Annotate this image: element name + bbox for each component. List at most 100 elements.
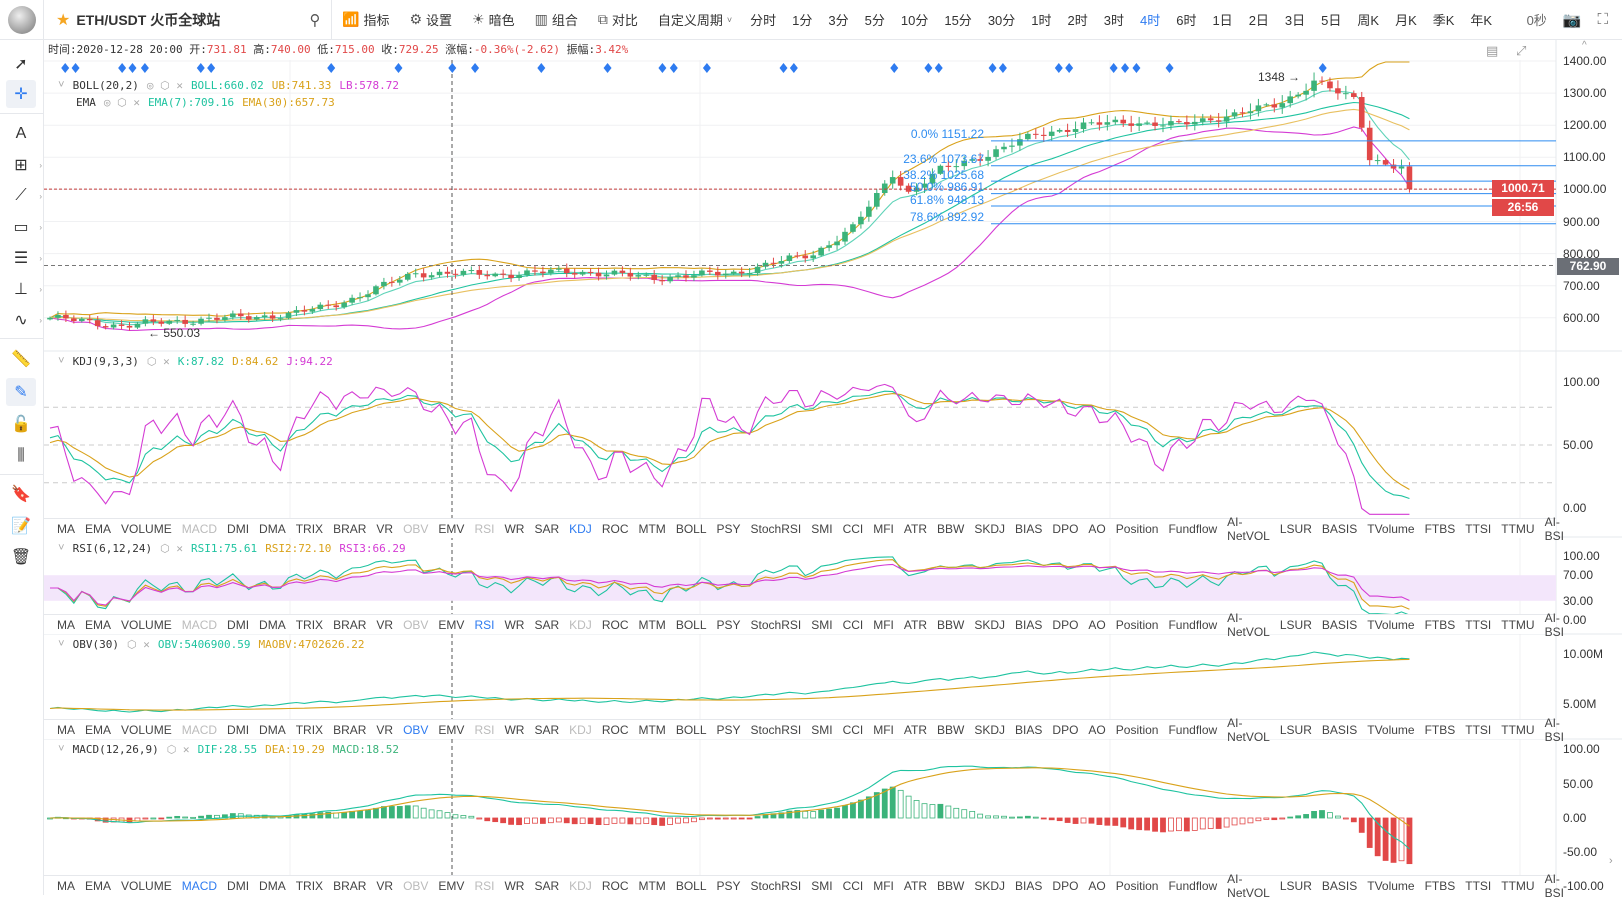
indicator-tab-vr[interactable]: VR <box>376 617 394 632</box>
indicator-tab-tvolume[interactable]: TVolume <box>1367 878 1415 893</box>
indicator-tab-psy[interactable]: PSY <box>716 617 741 632</box>
indicator-tab-kdj[interactable]: KDJ <box>569 617 592 632</box>
indicator-tab-psy[interactable]: PSY <box>716 722 741 737</box>
scroll-up-icon[interactable]: ^ <box>1582 40 1587 51</box>
indicator-tab-macd[interactable]: MACD <box>181 878 218 893</box>
indicator-tab-cci[interactable]: CCI <box>842 521 864 536</box>
lock-icon[interactable]: 🔓 <box>11 416 31 433</box>
indicator-tab-dma[interactable]: DMA <box>259 617 286 632</box>
indicator-tab-fundflow[interactable]: Fundflow <box>1168 521 1218 536</box>
indicator-tab-obv[interactable]: OBV <box>403 722 429 737</box>
pen-icon[interactable]: ✎ <box>6 378 36 406</box>
period-7[interactable]: 1时 <box>1031 13 1052 28</box>
indicator-tab-ftbs[interactable]: FTBS <box>1424 878 1456 893</box>
period-13[interactable]: 2日 <box>1248 13 1269 28</box>
period-2[interactable]: 3分 <box>828 13 849 28</box>
dark-mode-button[interactable]: ☀ 暗色 <box>462 0 525 40</box>
indicator-tab-ttmu[interactable]: TTMU <box>1501 617 1535 632</box>
indicator-tab-smi[interactable]: SMI <box>811 521 833 536</box>
candles-visibility-icon[interactable]: ⫼ <box>17 447 25 464</box>
indicator-tab-cci[interactable]: CCI <box>842 878 864 893</box>
indicator-tab-ma[interactable]: MA <box>57 722 75 737</box>
period-17[interactable]: 月K <box>1395 13 1417 28</box>
ema-legend[interactable]: EMA ◎ ⬡ ✕ EMA(7):709.16 EMA(30):657.73 <box>76 96 335 109</box>
period-0[interactable]: 分时 <box>750 13 777 28</box>
search-icon[interactable]: ⚲ <box>309 11 321 29</box>
indicator-tab-sar[interactable]: SAR <box>534 521 560 536</box>
indicator-tab-atr[interactable]: ATR <box>903 521 928 536</box>
indicator-tab-ftbs[interactable]: FTBS <box>1424 722 1456 737</box>
custom-period-dropdown[interactable]: 自定义周期 ˅ <box>648 0 742 40</box>
macd-legend[interactable]: ˅ MACD(12,26,9) ⬡ ✕ DIF:28.55 DEA:19.29 MACD:… <box>58 742 400 756</box>
indicator-tab-skdj[interactable]: SKDJ <box>974 878 1006 893</box>
layout-button[interactable]: ▥ 组合 <box>525 0 588 40</box>
settings-icon[interactable]: ⬡ ✕ <box>166 742 190 756</box>
indicator-tab-basis[interactable]: BASIS <box>1321 878 1358 893</box>
cursor-arrow-icon[interactable]: ➚ <box>14 56 28 73</box>
indicator-tab-psy[interactable]: PSY <box>716 521 741 536</box>
notes-icon[interactable]: 📝 <box>11 518 31 535</box>
indicator-tab-ao[interactable]: AO <box>1088 617 1106 632</box>
period-19[interactable]: 年K <box>1470 13 1493 28</box>
indicator-tab-position[interactable]: Position <box>1115 617 1159 632</box>
indicator-tab-dmi[interactable]: DMI <box>227 617 250 632</box>
indicator-tab-smi[interactable]: SMI <box>811 878 833 893</box>
star-icon[interactable]: ★ <box>56 11 71 29</box>
indicator-tab-dmi[interactable]: DMI <box>227 878 250 893</box>
indicator-tab-dpo[interactable]: DPO <box>1052 617 1079 632</box>
settings-icon[interactable]: ◎ ⬡ ✕ <box>103 96 140 109</box>
indicator-tab-fundflow[interactable]: Fundflow <box>1168 878 1218 893</box>
indicator-tab-sar[interactable]: SAR <box>534 617 560 632</box>
indicator-button[interactable]: 📶 指标 <box>331 0 399 40</box>
indicator-tab-skdj[interactable]: SKDJ <box>974 617 1006 632</box>
indicator-tab-lsur[interactable]: LSUR <box>1279 722 1312 737</box>
indicator-tab-stochrsi[interactable]: StochRSI <box>750 521 802 536</box>
indicator-tab-mtm[interactable]: MTM <box>638 878 666 893</box>
indicator-tab-trix[interactable]: TRIX <box>295 521 324 536</box>
indicator-tab-bbw[interactable]: BBW <box>937 878 965 893</box>
indicator-tab-ai-netvol[interactable]: AI-NetVOL <box>1227 871 1270 900</box>
indicator-tab-kdj[interactable]: KDJ <box>569 878 592 893</box>
indicator-tab-dma[interactable]: DMA <box>259 878 286 893</box>
indicator-tab-ftbs[interactable]: FTBS <box>1424 617 1456 632</box>
indicator-tab-emv[interactable]: EMV <box>438 878 465 893</box>
crosshair-icon[interactable]: ✛ <box>6 80 36 108</box>
bookmark-icon[interactable]: 🔖 <box>11 486 31 503</box>
indicator-tab-roc[interactable]: ROC <box>601 521 629 536</box>
period-1[interactable]: 1分 <box>792 13 813 28</box>
indicator-tab-ttsi[interactable]: TTSI <box>1465 617 1492 632</box>
indicator-tab-dma[interactable]: DMA <box>259 722 286 737</box>
period-3[interactable]: 5分 <box>864 13 885 28</box>
indicator-tab-mfi[interactable]: MFI <box>873 617 894 632</box>
period-5[interactable]: 15分 <box>944 13 972 28</box>
indicator-tab-dmi[interactable]: DMI <box>227 521 250 536</box>
indicator-tab-tvolume[interactable]: TVolume <box>1367 617 1415 632</box>
period-8[interactable]: 2时 <box>1067 13 1088 28</box>
app-logo[interactable] <box>0 0 44 40</box>
period-15[interactable]: 5日 <box>1321 13 1342 28</box>
period-4[interactable]: 10分 <box>900 13 929 28</box>
eye-icon[interactable]: ◎ ⬡ ✕ <box>146 78 183 92</box>
indicator-tab-trix[interactable]: TRIX <box>295 617 324 632</box>
indicator-tab-rsi[interactable]: RSI <box>474 617 495 632</box>
indicator-tab-ma[interactable]: MA <box>57 521 75 536</box>
indicator-tab-basis[interactable]: BASIS <box>1321 521 1358 536</box>
indicator-tab-trix[interactable]: TRIX <box>295 878 324 893</box>
indicator-tab-atr[interactable]: ATR <box>903 722 928 737</box>
indicator-tab-lsur[interactable]: LSUR <box>1279 617 1312 632</box>
indicator-tab-bias[interactable]: BIAS <box>1015 878 1043 893</box>
indicator-tab-ttmu[interactable]: TTMU <box>1501 521 1535 536</box>
indicator-tab-boll[interactable]: BOLL <box>675 878 707 893</box>
indicator-tab-ai-bsi[interactable]: AI-BSI <box>1544 610 1564 639</box>
indicator-tab-ai-netvol[interactable]: AI-NetVOL <box>1227 715 1270 744</box>
expand-icon[interactable]: ⤢ <box>1516 43 1527 58</box>
indicator-tab-ma[interactable]: MA <box>57 617 75 632</box>
indicator-tab-mfi[interactable]: MFI <box>873 878 894 893</box>
indicator-tab-brar[interactable]: BRAR <box>333 878 367 893</box>
indicator-tab-dmi[interactable]: DMI <box>227 722 250 737</box>
indicator-tab-stochrsi[interactable]: StochRSI <box>750 617 802 632</box>
indicator-tab-sar[interactable]: SAR <box>534 878 560 893</box>
indicator-tab-bias[interactable]: BIAS <box>1015 617 1043 632</box>
indicator-tab-lsur[interactable]: LSUR <box>1279 878 1312 893</box>
camera-icon[interactable]: 📷 <box>1562 11 1582 29</box>
